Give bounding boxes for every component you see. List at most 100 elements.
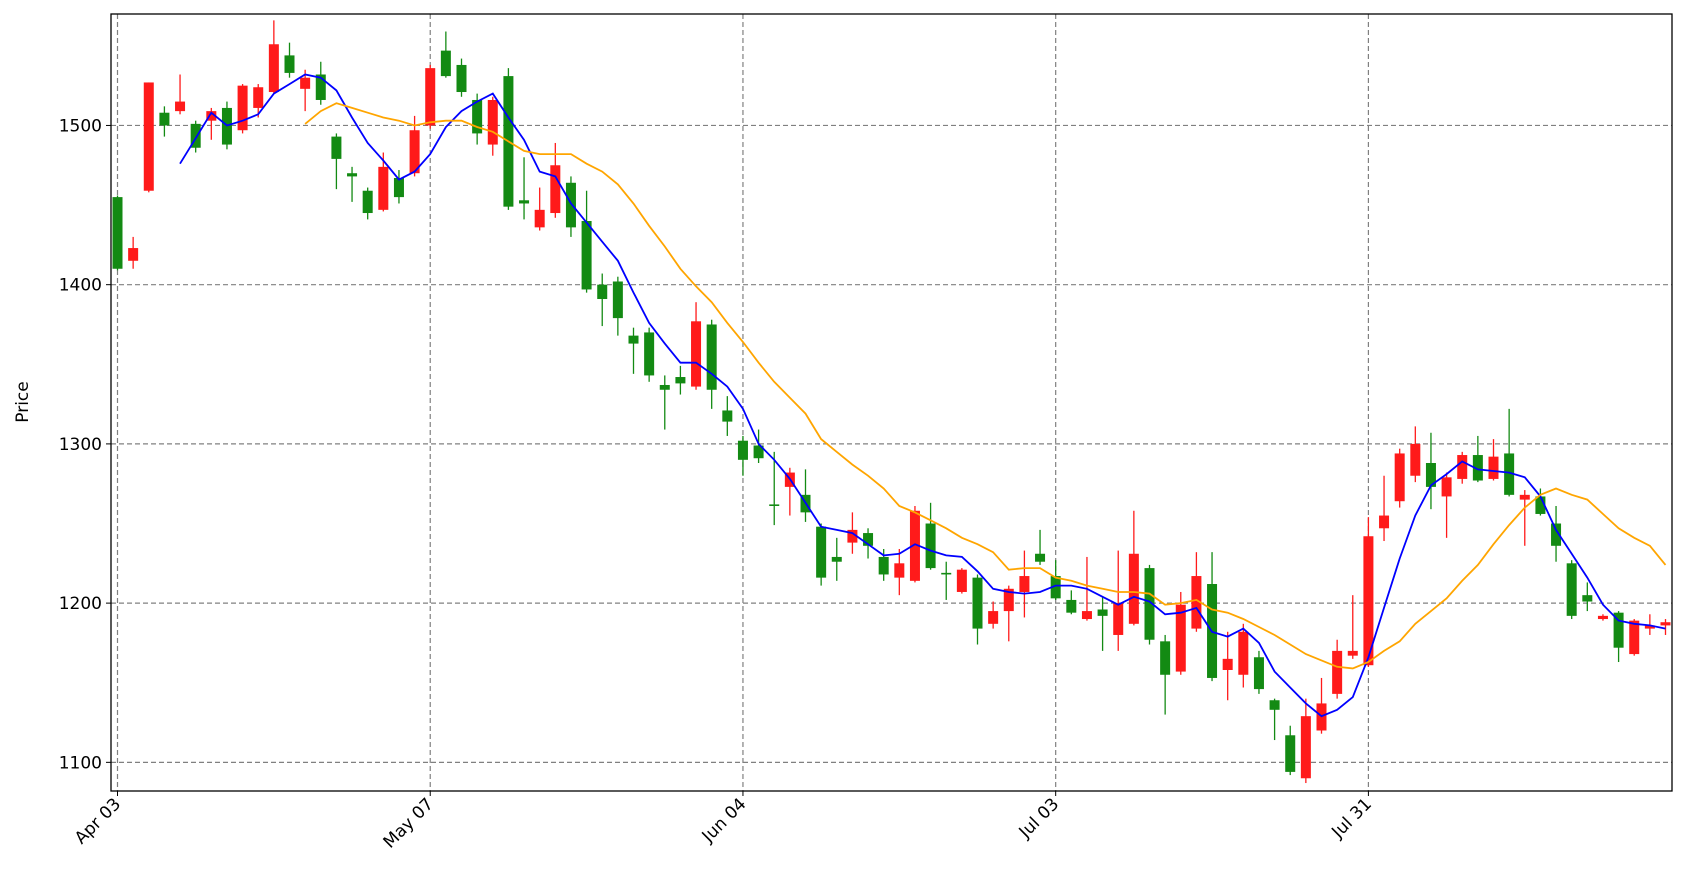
candle-body xyxy=(1379,515,1390,529)
candle-body xyxy=(534,209,545,228)
candle-body xyxy=(722,410,733,422)
candle-body xyxy=(1066,599,1077,613)
y-tick-label: 1100 xyxy=(59,753,102,773)
candle-body xyxy=(1394,453,1405,502)
candle-body xyxy=(440,50,451,77)
candle-body xyxy=(1003,588,1014,612)
candle-body xyxy=(550,165,561,214)
candle-body xyxy=(1504,453,1515,495)
candle-body xyxy=(659,384,670,390)
y-axis-label: Price xyxy=(13,381,33,422)
candle-body xyxy=(1019,576,1030,592)
candle-body xyxy=(1410,443,1421,476)
candle-body xyxy=(644,332,655,376)
candle-body xyxy=(1300,716,1311,779)
candle-body xyxy=(1457,455,1468,479)
candle-body xyxy=(331,136,342,159)
candle-body xyxy=(143,82,154,191)
candle-body xyxy=(362,190,373,214)
candle-body xyxy=(1160,641,1171,675)
candle-body xyxy=(1472,455,1483,481)
candle-body xyxy=(1191,576,1202,629)
candle-body xyxy=(1081,611,1092,620)
candle-body xyxy=(816,526,827,578)
candle-body xyxy=(878,556,889,575)
candle-body xyxy=(628,335,639,344)
candle-body xyxy=(472,99,483,134)
ma-line xyxy=(304,102,1667,670)
y-tick-label: 1300 xyxy=(59,435,102,455)
candle-body xyxy=(691,321,702,387)
candle-body xyxy=(909,510,920,581)
candle-body xyxy=(988,611,999,624)
candle-body xyxy=(1347,650,1358,656)
candle-body xyxy=(1035,553,1046,562)
candle-body xyxy=(1582,595,1593,602)
x-tick-label: May 07 xyxy=(380,794,438,852)
candle-body xyxy=(1535,496,1546,514)
candle-body xyxy=(894,563,905,578)
candle-body xyxy=(675,377,686,384)
y-tick-label: 1400 xyxy=(59,276,102,296)
candle-body xyxy=(1332,650,1343,694)
candle-body xyxy=(347,173,358,177)
candle-body xyxy=(456,64,467,93)
candle-body xyxy=(1660,622,1671,626)
y-tick-label: 1200 xyxy=(59,594,102,614)
candle-body xyxy=(1597,615,1608,620)
x-tick-label: Apr 03 xyxy=(71,794,125,848)
candle-body xyxy=(565,182,576,228)
candle-body xyxy=(1238,631,1249,675)
candle-body xyxy=(315,74,326,100)
candle-body xyxy=(1128,553,1139,624)
candle-body xyxy=(597,284,608,300)
candle-body xyxy=(1488,456,1499,479)
candle-body xyxy=(1285,735,1296,772)
candle-body xyxy=(1253,657,1264,690)
candle-body xyxy=(1113,603,1124,635)
candle-body xyxy=(612,281,623,319)
candle-body xyxy=(378,166,389,210)
candle-body xyxy=(1551,523,1562,546)
candle-body xyxy=(1441,477,1452,497)
x-tick-label: Jul 31 xyxy=(1327,794,1375,842)
candle-body xyxy=(1050,576,1061,599)
candle-body xyxy=(425,68,436,126)
candle-body xyxy=(1097,609,1108,616)
candle-body xyxy=(753,445,764,459)
candle-body xyxy=(956,569,967,592)
ma-line xyxy=(179,73,1666,718)
candle-body xyxy=(190,123,201,148)
candle-body xyxy=(941,572,952,575)
candle-body xyxy=(1144,568,1155,640)
candle-body xyxy=(847,529,858,543)
candle-body xyxy=(284,55,295,73)
candle-body xyxy=(581,220,592,290)
candle-body xyxy=(112,197,123,269)
candle-body xyxy=(253,87,264,108)
candle-body xyxy=(1566,563,1577,616)
candle-body xyxy=(737,440,748,460)
candle-body xyxy=(706,324,717,390)
x-tick-label: Jul 03 xyxy=(1015,794,1063,842)
candle-body xyxy=(206,111,217,121)
candle-body xyxy=(1629,620,1640,655)
candle-body xyxy=(972,577,983,629)
y-tick-label: 1500 xyxy=(59,116,102,136)
candle-body xyxy=(128,248,139,261)
candle-body xyxy=(1175,604,1186,672)
candle-body xyxy=(1644,625,1655,629)
candle-body xyxy=(237,85,248,131)
candle-body xyxy=(831,556,842,562)
candle-body xyxy=(925,523,936,569)
x-tick-label: Jun 04 xyxy=(698,794,751,847)
candle-body xyxy=(1519,494,1530,500)
candle-body xyxy=(393,177,404,198)
candle-body xyxy=(769,504,780,506)
candle-body xyxy=(487,99,498,145)
candle-body xyxy=(519,200,530,204)
candle-body xyxy=(159,112,170,126)
candle-body xyxy=(268,44,279,93)
